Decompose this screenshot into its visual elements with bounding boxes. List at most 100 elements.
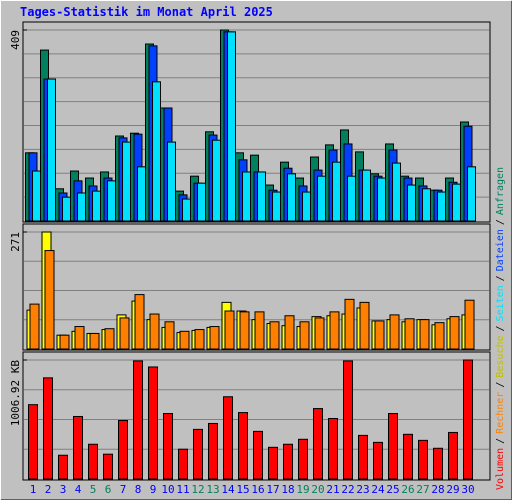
bar <box>404 318 415 350</box>
bar <box>103 453 113 480</box>
y-tick-label: 271 <box>9 232 22 252</box>
bar <box>272 191 281 222</box>
x-tick-label: 6 <box>105 483 112 496</box>
bar <box>107 180 116 222</box>
bar <box>148 366 158 480</box>
bar <box>463 359 473 480</box>
bar <box>164 321 175 350</box>
bar <box>92 190 101 222</box>
x-tick-label: 29 <box>446 483 459 496</box>
x-tick-label: 8 <box>135 483 142 496</box>
bar <box>407 184 416 222</box>
bar <box>208 422 218 480</box>
bar <box>253 430 263 480</box>
bar <box>283 443 293 480</box>
bar <box>433 447 443 480</box>
legend-separator: / <box>495 275 506 281</box>
x-tick-label: 5 <box>90 483 97 496</box>
x-tick-label: 10 <box>161 483 174 496</box>
bar <box>32 170 41 222</box>
bar <box>452 183 461 222</box>
bar <box>74 326 85 350</box>
x-tick-label: 22 <box>341 483 354 496</box>
bar <box>223 396 233 480</box>
x-tick-label: 11 <box>176 483 189 496</box>
legend-entry: Besuche <box>495 335 506 377</box>
bar <box>467 166 476 222</box>
bar <box>227 31 236 222</box>
x-tick-label: 13 <box>206 483 219 496</box>
bar <box>238 412 248 480</box>
y-tick-label: 1006.92 KB <box>9 360 22 427</box>
bar <box>133 360 143 480</box>
x-tick-label: 12 <box>191 483 204 496</box>
bar <box>242 171 251 222</box>
legend-entry: Rechner <box>495 392 506 434</box>
bar <box>329 311 340 350</box>
x-tick-label: 30 <box>461 483 474 496</box>
legend-entry: Volumen <box>495 448 506 490</box>
chart-title: Tages-Statistik im Monat April 2025 <box>20 5 273 19</box>
bar <box>302 191 311 222</box>
legend: Volumen / Rechner / Besuche / Seiten / Dateien / A… <box>495 167 506 490</box>
bar <box>449 316 460 350</box>
bar <box>419 319 430 350</box>
bar <box>149 313 160 350</box>
x-tick-label: 25 <box>386 483 399 496</box>
bar <box>437 191 446 222</box>
x-tick-label: 20 <box>311 483 324 496</box>
bar <box>332 161 341 222</box>
bar <box>313 408 323 480</box>
legend-entry: Anfragen <box>495 167 506 215</box>
bar <box>257 171 266 222</box>
bar <box>62 196 71 222</box>
x-tick-label: 16 <box>251 483 264 496</box>
bar <box>118 419 128 480</box>
bar <box>377 177 386 222</box>
x-tick-label: 2 <box>45 483 52 496</box>
bar <box>178 448 188 480</box>
legend-separator: / <box>495 438 506 444</box>
bar <box>224 310 235 350</box>
bar <box>373 441 383 480</box>
y-tick-label: 409 <box>9 30 22 50</box>
x-tick-label: 7 <box>120 483 127 496</box>
bar <box>122 141 131 222</box>
bar <box>418 439 428 480</box>
legend-entry: Seiten <box>495 285 506 321</box>
bar <box>362 169 371 222</box>
bar <box>403 433 413 480</box>
x-tick-label: 23 <box>356 483 369 496</box>
bar <box>28 404 38 480</box>
bar <box>328 417 338 480</box>
bar <box>182 198 191 222</box>
x-tick-label: 19 <box>296 483 309 496</box>
bar <box>119 317 130 350</box>
bar <box>104 328 115 350</box>
bar <box>152 81 161 222</box>
legend-separator: / <box>495 325 506 331</box>
bar <box>239 311 250 350</box>
bar <box>47 78 56 222</box>
x-tick-label: 21 <box>326 483 339 496</box>
bar <box>359 301 370 350</box>
x-tick-label: 14 <box>221 483 235 496</box>
bar <box>88 443 98 480</box>
x-tick-label: 17 <box>266 483 279 496</box>
bar <box>298 438 308 480</box>
x-tick-label: 9 <box>150 483 157 496</box>
x-tick-label: 27 <box>416 483 429 496</box>
x-tick-label: 24 <box>371 483 385 496</box>
bar <box>358 434 368 480</box>
bar <box>212 139 221 222</box>
bar <box>422 188 431 222</box>
bar <box>89 332 100 350</box>
bar <box>163 413 173 480</box>
legend-entry: Dateien <box>495 229 506 271</box>
bar <box>388 413 398 480</box>
x-tick-label: 4 <box>75 483 82 496</box>
bar <box>347 175 356 222</box>
